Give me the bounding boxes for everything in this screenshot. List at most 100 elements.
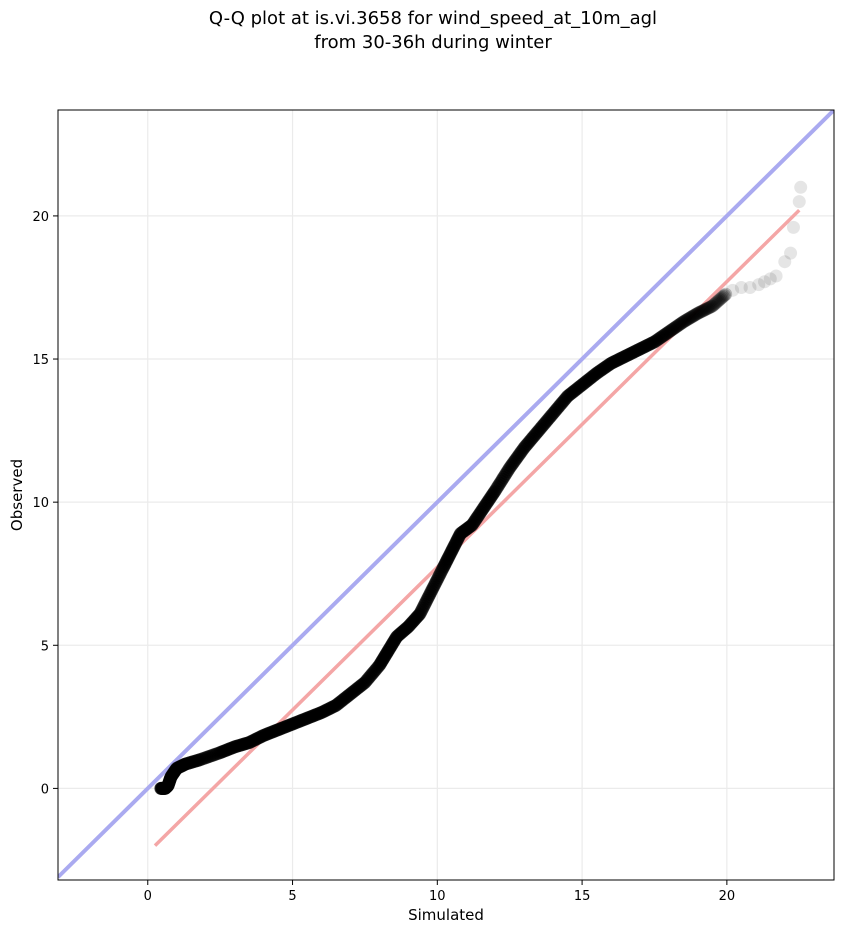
data-point — [664, 323, 678, 337]
data-point — [716, 289, 730, 303]
plot-frame — [57, 109, 835, 881]
data-point — [655, 330, 669, 344]
data-point — [703, 300, 717, 314]
data-point — [647, 335, 661, 349]
identity-line — [58, 110, 834, 879]
data-point — [638, 340, 652, 354]
data-points — [154, 180, 808, 795]
reference-lines — [58, 110, 834, 879]
data-point — [713, 293, 727, 307]
data-point — [682, 311, 696, 325]
data-point — [668, 321, 682, 335]
data-point — [711, 294, 725, 308]
data-point — [704, 300, 718, 314]
data-point — [692, 306, 706, 320]
data-point — [708, 297, 722, 311]
data-point — [707, 298, 721, 312]
data-point — [662, 325, 676, 339]
data-point — [656, 329, 670, 343]
data-point — [784, 246, 798, 260]
data-point — [645, 336, 659, 350]
data-point — [680, 313, 694, 327]
data-point — [643, 337, 657, 351]
data-point — [651, 332, 665, 346]
data-point — [649, 334, 663, 348]
data-point — [687, 308, 701, 322]
data-point — [685, 310, 699, 324]
data-point — [726, 283, 740, 297]
data-point — [644, 337, 658, 351]
y-tick-label: 15 — [32, 353, 49, 368]
chart-title-line-2: from 30-36h during winter — [314, 32, 552, 53]
data-point — [778, 255, 792, 269]
x-tick-label: 5 — [288, 889, 296, 904]
data-point — [717, 288, 731, 302]
data-point — [657, 328, 671, 342]
y-axis-label: Observed — [8, 459, 26, 531]
data-point — [693, 305, 707, 319]
data-point — [701, 301, 715, 315]
y-tick-label: 5 — [41, 639, 49, 654]
data-point — [698, 303, 712, 317]
data-point — [658, 327, 672, 341]
data-point — [792, 195, 806, 209]
data-point — [786, 220, 800, 234]
data-point — [678, 314, 692, 328]
data-point — [674, 316, 688, 330]
data-point — [672, 318, 686, 332]
data-point — [660, 327, 674, 341]
data-point — [639, 339, 653, 353]
data-point — [695, 304, 709, 318]
data-point — [688, 308, 702, 322]
data-point — [650, 333, 664, 347]
data-point — [705, 299, 719, 313]
data-point — [715, 290, 729, 304]
data-point — [640, 338, 654, 352]
data-point — [709, 296, 723, 310]
data-point — [637, 340, 651, 354]
data-point — [679, 313, 693, 327]
data-point — [691, 306, 705, 320]
data-point — [684, 311, 698, 325]
x-axis-label: Simulated — [408, 906, 484, 924]
data-point — [675, 316, 689, 330]
data-point — [646, 335, 660, 349]
data-point — [710, 295, 724, 309]
chart-title-line-1: Q-Q plot at is.vi.3658 for wind_speed_at… — [209, 8, 657, 29]
y-axis-ticks: 0 5 10 15 20 — [32, 210, 58, 797]
data-point — [666, 322, 680, 336]
grid-lines — [58, 110, 834, 880]
data-point — [676, 315, 690, 329]
x-tick-label: 15 — [574, 889, 591, 904]
data-point — [794, 180, 808, 194]
data-point — [699, 302, 713, 316]
y-tick-label: 20 — [32, 210, 49, 225]
data-point — [663, 324, 677, 338]
data-point — [702, 301, 716, 315]
data-point — [667, 322, 681, 336]
data-point — [673, 317, 687, 331]
x-tick-label: 20 — [719, 889, 736, 904]
y-tick-label: 0 — [41, 782, 49, 797]
x-tick-label: 10 — [429, 889, 446, 904]
data-point — [734, 280, 748, 294]
data-point — [752, 278, 766, 292]
data-point — [769, 269, 783, 283]
data-point — [670, 319, 684, 333]
data-point — [714, 292, 728, 306]
x-tick-label: 0 — [144, 889, 152, 904]
y-tick-label: 10 — [32, 496, 49, 511]
data-point — [743, 280, 757, 294]
data-point — [696, 304, 710, 318]
data-point — [634, 341, 648, 355]
data-point — [635, 341, 649, 355]
x-axis-ticks: 0 5 10 15 20 — [144, 880, 736, 904]
data-point — [763, 272, 777, 286]
data-point — [690, 307, 704, 321]
data-point — [758, 275, 772, 289]
data-point — [686, 309, 700, 323]
data-point — [641, 338, 655, 352]
data-point — [652, 332, 666, 346]
data-point — [661, 326, 675, 340]
